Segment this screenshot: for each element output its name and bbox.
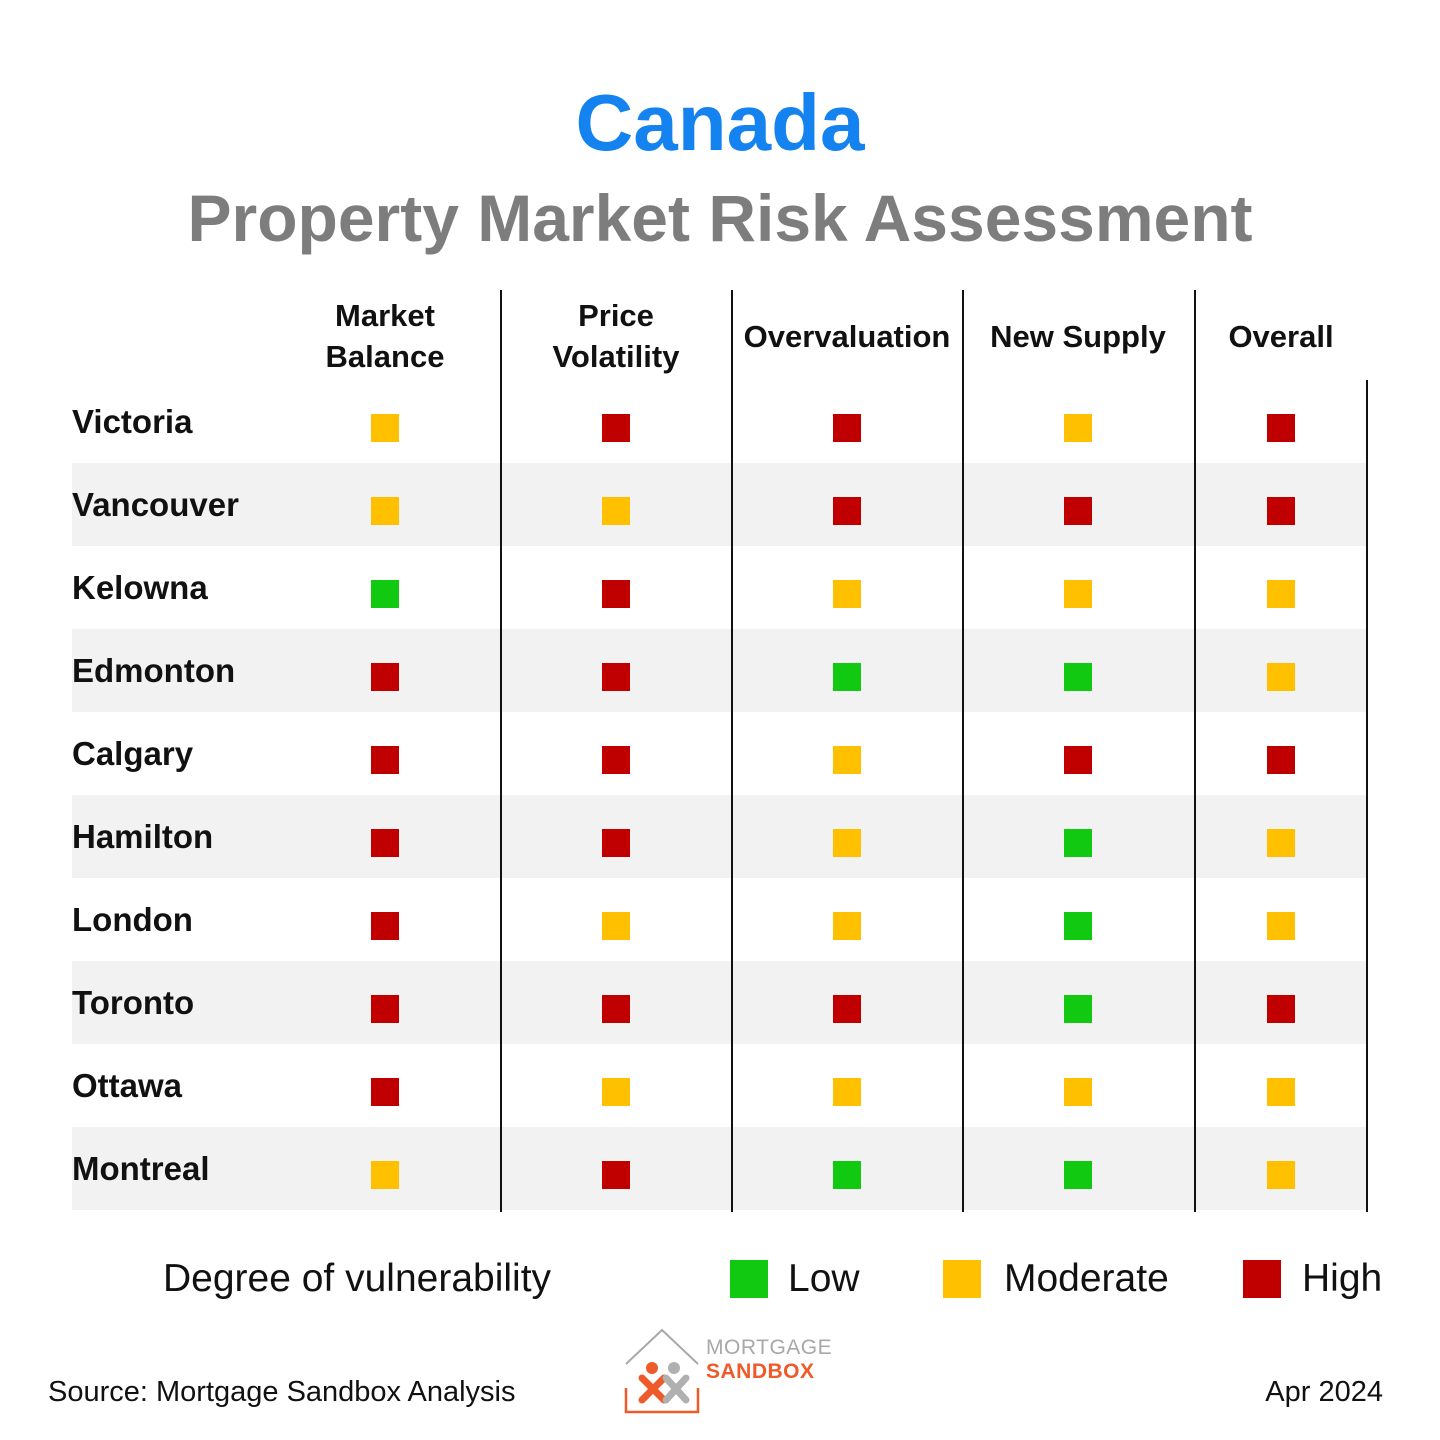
risk-cell (1267, 414, 1295, 442)
row-stripe (72, 795, 1366, 878)
risk-cell (833, 1078, 861, 1106)
risk-cell (371, 912, 399, 940)
risk-cell (602, 580, 630, 608)
risk-cell (602, 829, 630, 857)
legend-label-low: Low (788, 1257, 860, 1300)
risk-cell (833, 497, 861, 525)
row-label: Vancouver (72, 486, 239, 523)
column-divider (1194, 290, 1196, 1212)
column-divider (962, 290, 964, 1212)
risk-cell (602, 497, 630, 525)
row-label: Kelowna (72, 569, 208, 606)
risk-cell (1064, 414, 1092, 442)
column-header: Market Balance (325, 298, 445, 374)
legend-swatch-low (730, 1260, 768, 1298)
legend-label-high: High (1302, 1257, 1383, 1300)
column-divider (1366, 380, 1368, 1212)
logo-house-icon (624, 1328, 700, 1414)
date-label: Apr 2024 (1265, 1376, 1383, 1408)
risk-cell (1064, 912, 1092, 940)
risk-cell (371, 1078, 399, 1106)
row-stripe (72, 463, 1366, 546)
legend-title: Degree of vulnerability (163, 1257, 552, 1300)
risk-cell (833, 746, 861, 774)
legend-swatch-moderate (943, 1260, 981, 1298)
risk-cell (1267, 1078, 1295, 1106)
row-stripe (72, 961, 1366, 1044)
column-header: Overvaluation (743, 318, 951, 354)
risk-cell (1267, 829, 1295, 857)
risk-cell (602, 912, 630, 940)
row-label: Toronto (72, 984, 195, 1021)
risk-cell (602, 995, 630, 1023)
risk-cell (1267, 995, 1295, 1023)
risk-cell (602, 414, 630, 442)
risk-cell (1064, 995, 1092, 1023)
row-stripe (72, 1127, 1366, 1210)
risk-cell (371, 580, 399, 608)
column-header: New Supply (990, 318, 1166, 354)
row-label: Ottawa (72, 1067, 183, 1104)
row-label: Victoria (72, 403, 193, 440)
logo-text-mortgage: MORTGAGE (706, 1336, 833, 1359)
risk-cell (1267, 746, 1295, 774)
risk-cell (602, 663, 630, 691)
risk-cell (833, 829, 861, 857)
row-label: Calgary (72, 735, 194, 772)
risk-cell (1064, 746, 1092, 774)
risk-cell (1267, 497, 1295, 525)
page-title: Canada (575, 78, 865, 167)
risk-cell (371, 663, 399, 691)
logo-text-sandbox: SANDBOX (706, 1360, 815, 1383)
risk-cell (833, 414, 861, 442)
risk-cell (1064, 829, 1092, 857)
risk-cell (1064, 580, 1092, 608)
column-header: Overall (1228, 318, 1334, 354)
row-label: Edmonton (72, 652, 236, 689)
column-divider (731, 290, 733, 1212)
risk-cell (1064, 1078, 1092, 1106)
legend-label-moderate: Moderate (1004, 1257, 1169, 1300)
risk-cell (1267, 912, 1295, 940)
page-subtitle: Property Market Risk Assessment (187, 181, 1253, 255)
source-note: Source: Mortgage Sandbox Analysis (48, 1376, 516, 1408)
risk-cell (602, 1078, 630, 1106)
risk-cell (371, 995, 399, 1023)
risk-cell (833, 912, 861, 940)
risk-cell (833, 1161, 861, 1189)
risk-cell (1064, 1161, 1092, 1189)
legend-swatch-high (1243, 1260, 1281, 1298)
risk-cell (833, 663, 861, 691)
mortgage-sandbox-logo: MORTGAGE SANDBOX (620, 1326, 832, 1418)
risk-cell (371, 829, 399, 857)
risk-cell (833, 995, 861, 1023)
risk-cell (371, 1161, 399, 1189)
risk-cell (1267, 580, 1295, 608)
risk-cell (1267, 663, 1295, 691)
risk-cell (371, 497, 399, 525)
row-label: London (72, 901, 193, 938)
risk-cell (1064, 497, 1092, 525)
row-label: Montreal (72, 1150, 210, 1187)
risk-cell (602, 746, 630, 774)
row-stripe (72, 629, 1366, 712)
risk-cell (371, 414, 399, 442)
risk-cell (371, 746, 399, 774)
risk-cell (1064, 663, 1092, 691)
risk-cell (602, 1161, 630, 1189)
row-label: Hamilton (72, 818, 214, 855)
risk-cell (833, 580, 861, 608)
column-divider (500, 290, 502, 1212)
column-header: Price Volatility (552, 298, 680, 374)
risk-cell (1267, 1161, 1295, 1189)
